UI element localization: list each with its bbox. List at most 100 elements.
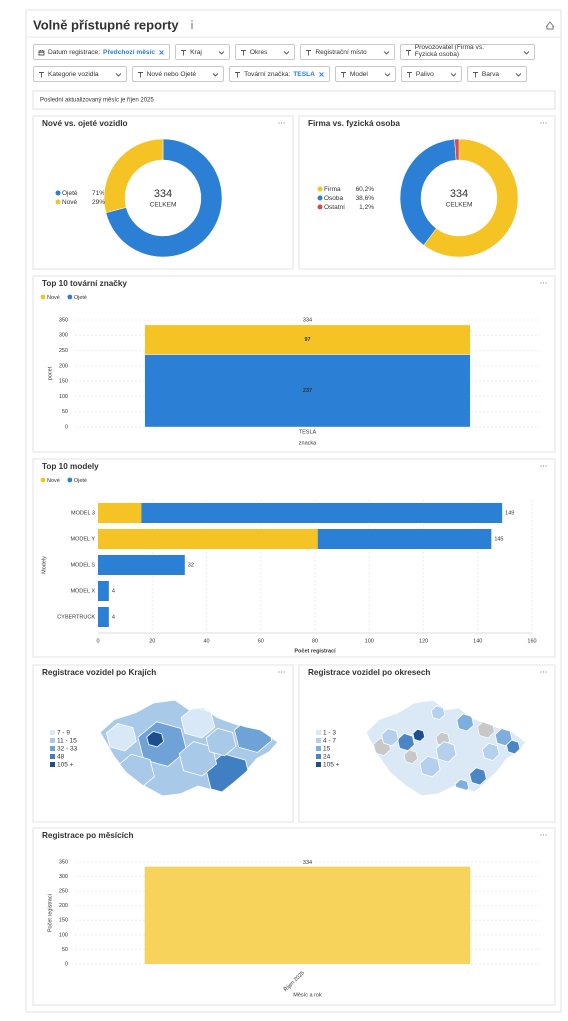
bar-segment xyxy=(98,529,318,549)
map-region xyxy=(205,727,237,757)
legend-swatch xyxy=(316,730,321,735)
x-tick-label: 140 xyxy=(473,638,482,644)
x-axis-label: Měsíc a rok xyxy=(293,992,322,998)
menu-dot xyxy=(278,671,280,673)
y-tick-label: 350 xyxy=(59,859,68,865)
y-tick-label: 200 xyxy=(59,903,68,909)
legend-marker xyxy=(40,477,46,483)
x-axis-label: znacka xyxy=(299,440,317,446)
t-icon xyxy=(405,49,411,55)
total-label: 149 xyxy=(505,510,514,516)
x-tick-label: 0 xyxy=(96,638,99,644)
chev-icon xyxy=(218,50,225,55)
card-menu[interactable] xyxy=(278,671,285,673)
t-icon xyxy=(181,49,187,55)
donut-total-label: CELKEM xyxy=(446,202,473,209)
card-menu[interactable] xyxy=(540,122,547,124)
legend-label: 1 - 3 xyxy=(323,730,336,737)
filter-chip[interactable]: Nové nebo Ojeté xyxy=(131,66,225,82)
map-region xyxy=(481,742,500,761)
map-region xyxy=(146,730,165,748)
filter-label: Provozovatel (Firma vs. Fyzická osoba) xyxy=(414,44,484,58)
legend-label: Ojeté xyxy=(74,478,87,484)
legend-value: 1,2% xyxy=(359,204,374,211)
filter-chip[interactable]: Model xyxy=(334,66,396,82)
menu-dot xyxy=(545,834,547,836)
x-tick-label: TESLA xyxy=(299,429,317,435)
chev-icon xyxy=(384,72,391,77)
y-tick-label: 0 xyxy=(65,424,68,430)
y-tick-label: 300 xyxy=(59,333,68,339)
y-tick-label: 100 xyxy=(59,394,68,400)
donut-slice xyxy=(454,138,460,161)
menu-dot xyxy=(542,465,545,467)
legend-label: 7 - 9 xyxy=(57,730,70,737)
card-menu[interactable] xyxy=(540,282,547,284)
legend-label: 24 xyxy=(323,754,331,761)
chev-icon xyxy=(383,50,390,55)
legend-marker xyxy=(55,199,61,205)
map-region xyxy=(412,728,426,742)
donut-total: 334 xyxy=(450,188,468,200)
filter-chip[interactable]: Okres xyxy=(234,44,296,60)
chev-icon xyxy=(450,72,457,77)
home-icon[interactable] xyxy=(545,21,555,30)
chev-icon xyxy=(284,50,290,55)
y-tick-label: 300 xyxy=(59,874,68,880)
info-icon[interactable] xyxy=(191,20,193,29)
map-region xyxy=(435,741,457,763)
legend-label: 105 + xyxy=(323,762,340,769)
x-tick-label: 100 xyxy=(365,638,374,644)
y-tick-label: MODEL 3 xyxy=(71,510,95,516)
total-label: 32 xyxy=(188,562,194,568)
card-menu[interactable] xyxy=(278,122,285,124)
legend-value: 71% xyxy=(92,190,105,197)
menu-dot xyxy=(540,834,542,836)
y-tick-label: 100 xyxy=(59,932,68,938)
y-tick-label: 150 xyxy=(59,918,68,924)
total-label: 4 xyxy=(112,614,115,620)
total-label: 4 xyxy=(112,588,115,594)
x-tick-label: 60 xyxy=(258,638,264,644)
filter-chip[interactable]: Provozovatel (Firma vs. Fyzická osoba) xyxy=(399,44,535,60)
menu-dot xyxy=(278,122,280,124)
map-region xyxy=(494,728,513,747)
filter-chip[interactable]: Kategorie vozidla xyxy=(33,66,127,82)
map-region xyxy=(469,767,487,786)
segment-label: 237 xyxy=(303,388,312,394)
card-menu[interactable] xyxy=(540,465,547,467)
legend-label: Ojeté xyxy=(62,190,78,197)
filter-value: Předchozí měsíc xyxy=(103,48,156,56)
y-tick-label: 0 xyxy=(65,961,68,967)
filter-chip[interactable]: Barva xyxy=(466,66,528,82)
x-axis-label: Počet registrací xyxy=(294,648,336,654)
card-title: Registrace vozidel po okresech xyxy=(308,668,430,677)
legend-value: 60,2% xyxy=(356,186,375,193)
value-label: 334 xyxy=(303,860,312,866)
card-menu[interactable] xyxy=(540,671,547,673)
y-tick-label: MODEL Y xyxy=(71,536,96,542)
y-tick-label: 250 xyxy=(59,348,68,354)
map-region xyxy=(105,722,137,752)
y-tick-label: 200 xyxy=(59,363,68,369)
card-title: Registrace po měsících xyxy=(42,831,133,840)
x-tick-label: 20 xyxy=(149,638,155,644)
bar-segment xyxy=(144,324,471,355)
bar-segment xyxy=(98,607,109,627)
bar-segment xyxy=(317,529,492,549)
legend-swatch xyxy=(50,730,55,735)
filter-chip[interactable]: Datum registrace: Předchozí měsíc xyxy=(33,44,171,60)
filter-chip[interactable]: Tovární značka: TESLA xyxy=(229,66,330,82)
y-axis-label: Počet registrací xyxy=(47,893,53,932)
menu-dot xyxy=(542,834,545,836)
y-axis-label: pocet xyxy=(47,366,53,380)
donut-total: 334 xyxy=(154,188,172,200)
legend-label: Firma xyxy=(324,186,341,193)
filter-label: Registrační místo xyxy=(315,48,367,56)
card-menu[interactable] xyxy=(540,834,547,836)
filter-chip[interactable]: Registrační místo xyxy=(300,44,395,60)
filter-chip[interactable]: Palivo xyxy=(400,66,462,82)
filter-chip[interactable]: Kraj xyxy=(175,44,230,60)
